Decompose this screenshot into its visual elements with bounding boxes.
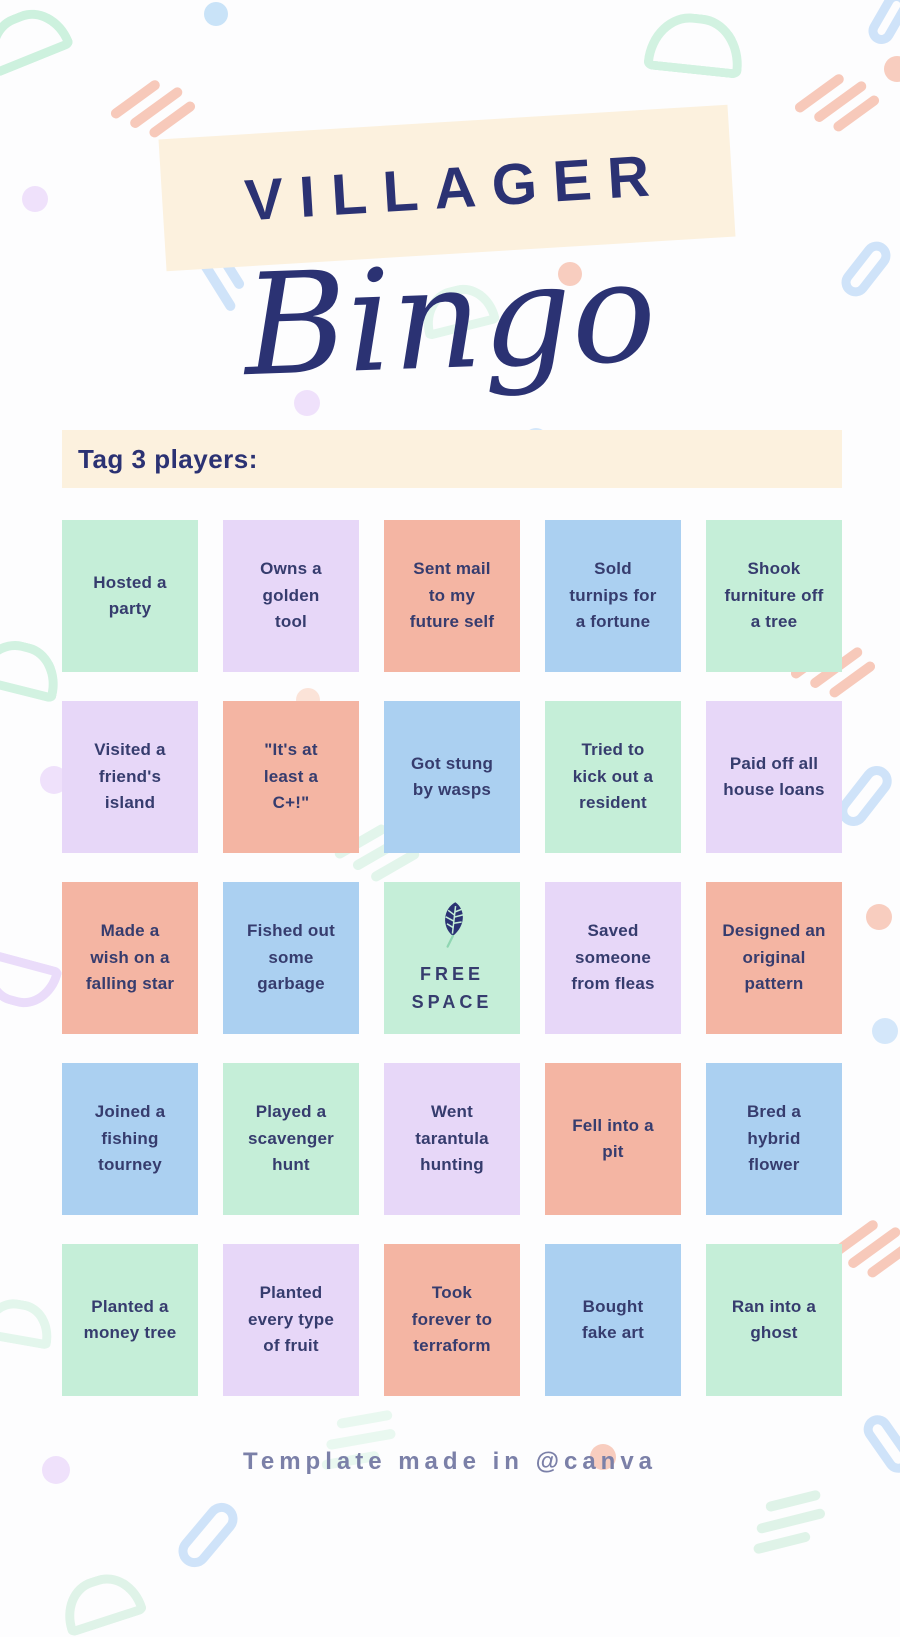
bingo-cell-label: Took forever to terraform — [411, 1283, 493, 1356]
bingo-cell-label: "It's at least a C+!" — [263, 740, 319, 813]
bingo-cell-label: Saved someone from fleas — [571, 921, 655, 994]
confetti-lines — [792, 63, 882, 145]
bingo-cell[interactable]: "It's at least a C+!" — [223, 701, 359, 853]
bingo-cell[interactable]: Shook furniture off a tree — [706, 520, 842, 672]
leaf-icon — [445, 901, 464, 948]
confetti-semicircle — [54, 1564, 148, 1637]
bingo-cell-label: Visited a friend's island — [94, 740, 166, 813]
confetti-semicircle — [643, 9, 747, 79]
confetti-capsule — [832, 759, 898, 833]
bingo-cell-label: Designed an original pattern — [722, 921, 826, 994]
bingo-cell-label: Ran into a ghost — [731, 1296, 817, 1342]
bingo-cell[interactable]: Went tarantula hunting — [384, 1063, 520, 1215]
title-kicker: VILLAGER — [242, 142, 668, 233]
credit-text: Template made in @canva — [242, 1448, 658, 1475]
bingo-cell[interactable]: Made a wish on a falling star — [62, 882, 198, 1034]
bingo-cell-label: Joined a fishing tourney — [94, 1102, 166, 1175]
bingo-cell[interactable]: Visited a friend's island — [62, 701, 198, 853]
page-title: Bingo — [241, 230, 659, 409]
bingo-cell-label: Shook furniture off a tree — [724, 559, 824, 632]
bingo-cell[interactable]: Planted every type of fruit — [223, 1244, 359, 1396]
bingo-cell[interactable]: Joined a fishing tourney — [62, 1063, 198, 1215]
bingo-cell-label: Paid off all house loans — [723, 753, 825, 799]
bingo-cell-label: Hosted a party — [93, 572, 167, 618]
bingo-cell-label: Planted a money tree — [83, 1296, 177, 1342]
confetti-dot — [884, 56, 900, 82]
bingo-cell[interactable]: Got stung by wasps — [384, 701, 520, 853]
bingo-cell[interactable]: Bought fake art — [545, 1244, 681, 1396]
confetti-dot — [294, 390, 320, 416]
bingo-cell[interactable]: Sold turnips for a fortune — [545, 520, 681, 672]
confetti-capsule — [171, 1496, 245, 1574]
bingo-cell-label: Went tarantula hunting — [415, 1102, 489, 1175]
bingo-grid: Hosted a party Owns a golden tool Sent mai… — [62, 520, 842, 1396]
tag-players-label: Tag 3 players: — [78, 443, 258, 474]
bingo-cell-label: Sent mail to my future self — [409, 559, 495, 632]
bingo-cell-label: Played a scavenger hunt — [248, 1102, 334, 1175]
bingo-cell-label: Bred a hybrid flower — [746, 1102, 802, 1175]
free-space-label: FREE SPACE — [411, 963, 493, 1012]
bingo-cell[interactable]: Hosted a party — [62, 520, 198, 672]
confetti-dot — [22, 186, 48, 212]
bingo-cell[interactable]: Owns a golden tool — [223, 520, 359, 672]
free-space-cell[interactable]: FREE SPACE — [384, 882, 520, 1034]
bingo-cell[interactable]: Designed an original pattern — [706, 882, 842, 1034]
confetti-capsule — [863, 0, 900, 49]
bingo-cell[interactable]: Ran into a ghost — [706, 1244, 842, 1396]
bingo-cell-label: Sold turnips for a fortune — [569, 559, 657, 632]
bingo-cell[interactable]: Fell into a pit — [545, 1063, 681, 1215]
confetti-dot — [866, 904, 892, 930]
confetti-semicircle — [0, 948, 63, 1016]
bingo-cell[interactable]: Fished out some garbage — [223, 882, 359, 1034]
bingo-cell[interactable]: Sent mail to my future self — [384, 520, 520, 672]
bingo-cell-label: Bought fake art — [581, 1296, 645, 1342]
confetti-dot — [42, 1456, 70, 1484]
confetti-lines — [743, 1489, 830, 1555]
bingo-cell[interactable]: Tried to kick out a resident — [545, 701, 681, 853]
confetti-dot — [872, 1018, 898, 1044]
bingo-cell-label: Owns a golden tool — [260, 559, 322, 632]
confetti-dot — [204, 2, 228, 26]
bingo-cell-label: Fell into a pit — [572, 1115, 654, 1161]
bingo-cell[interactable]: Saved someone from fleas — [545, 882, 681, 1034]
confetti-dot — [558, 262, 582, 286]
bingo-cell[interactable]: Paid off all house loans — [706, 701, 842, 853]
bingo-cell-label: Made a wish on a falling star — [85, 921, 175, 994]
bingo-cell[interactable]: Played a scavenger hunt — [223, 1063, 359, 1215]
bingo-cell-label: Planted every type of fruit — [247, 1283, 335, 1356]
bingo-cell[interactable]: Planted a money tree — [62, 1244, 198, 1396]
confetti-semicircle — [0, 632, 68, 704]
bingo-cell[interactable]: Bred a hybrid flower — [706, 1063, 842, 1215]
bingo-cell-label: Got stung by wasps — [410, 753, 494, 799]
confetti-dot — [590, 1444, 616, 1470]
bingo-cell-label: Fished out some garbage — [247, 921, 335, 994]
bingo-cell-label: Tried to kick out a resident — [572, 740, 654, 813]
confetti-semicircle — [0, 1294, 58, 1350]
confetti-semicircle — [0, 0, 75, 79]
tag-players-bar: Tag 3 players: — [62, 430, 842, 488]
bingo-cell[interactable]: Took forever to terraform — [384, 1244, 520, 1396]
